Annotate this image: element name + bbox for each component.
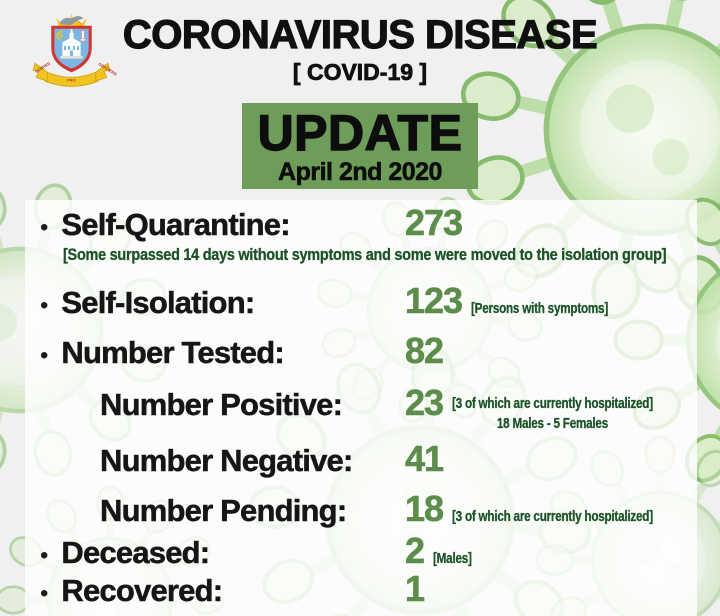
sint-maarten-coat-of-arms: SEMPER PRO GREDIENS	[32, 13, 118, 87]
stat-value: 2	[405, 530, 426, 572]
sage-sprig-icon	[55, 30, 63, 41]
stat-subnote: 18 Males - 5 Females	[496, 414, 609, 432]
stat-label: Number Negative:	[100, 443, 354, 479]
stat-note: [Persons with symptoms]	[471, 300, 609, 317]
stat-row-self-isolation: • Self-Isolation: 123 [Persons with symp…	[25, 280, 697, 322]
stats-panel: • Self-Quarantine: 273 [Some surpassed 1…	[25, 200, 697, 616]
stat-label: Number Positive:	[100, 387, 343, 423]
stat-row-number-pending: Number Pending: 18 [3 of which are curre…	[25, 488, 697, 530]
stat-value: 23	[405, 382, 445, 424]
bullet-icon: •	[40, 580, 49, 607]
stat-value: 1	[405, 568, 426, 610]
stat-value: 41	[405, 438, 445, 480]
stat-label: Number Pending:	[100, 493, 348, 529]
update-date: April 2nd 2020	[278, 158, 443, 186]
stat-label: Self-Isolation:	[61, 285, 255, 321]
stat-value: 18	[405, 488, 445, 530]
update-title: UPDATE	[257, 105, 463, 161]
stat-label: Self-Quarantine:	[61, 207, 291, 243]
stat-value: 123	[405, 280, 464, 322]
page-title: CORONAVIRUS DISEASE	[122, 13, 598, 57]
motto-center: PRO	[67, 77, 76, 82]
stat-row-deceased: • Deceased: 2 [Males]	[25, 530, 697, 572]
update-banner: UPDATE April 2nd 2020	[242, 103, 478, 189]
bullet-icon: •	[40, 214, 49, 241]
bullet-icon: •	[40, 342, 49, 369]
header: SEMPER PRO GREDIENS CORONAVIRUS DISEASE …	[0, 0, 720, 189]
covid-subtitle: [ COVID-19 ]	[292, 59, 428, 86]
stat-label: Recovered:	[61, 573, 223, 609]
bullet-icon: •	[40, 292, 49, 319]
monument-icon	[80, 30, 86, 42]
pelican-icon	[59, 16, 84, 25]
stat-value: 82	[405, 330, 445, 372]
stat-footnote: [Some surpassed 14 days without symptoms…	[63, 245, 667, 264]
stat-row-number-positive: Number Positive: 23 [3 of which are curr…	[25, 382, 697, 440]
stat-note: [3 of which are currently hospitalized] …	[452, 395, 653, 432]
stat-value: 273	[405, 202, 464, 244]
stat-row-recovered: • Recovered: 1	[25, 568, 697, 610]
stat-row-number-negative: Number Negative: 41	[25, 438, 697, 480]
courthouse-icon	[60, 29, 83, 59]
stat-note: [3 of which are currently hospitalized]	[452, 508, 653, 525]
stat-row-self-quarantine: • Self-Quarantine: 273	[25, 202, 697, 244]
stat-label: Deceased:	[61, 535, 210, 571]
stat-note: [Males]	[433, 550, 472, 567]
bullet-icon: •	[40, 542, 49, 569]
stat-row-number-tested: • Number Tested: 82	[25, 330, 697, 372]
motto-ribbon	[32, 62, 111, 87]
stat-label: Number Tested:	[61, 335, 285, 371]
